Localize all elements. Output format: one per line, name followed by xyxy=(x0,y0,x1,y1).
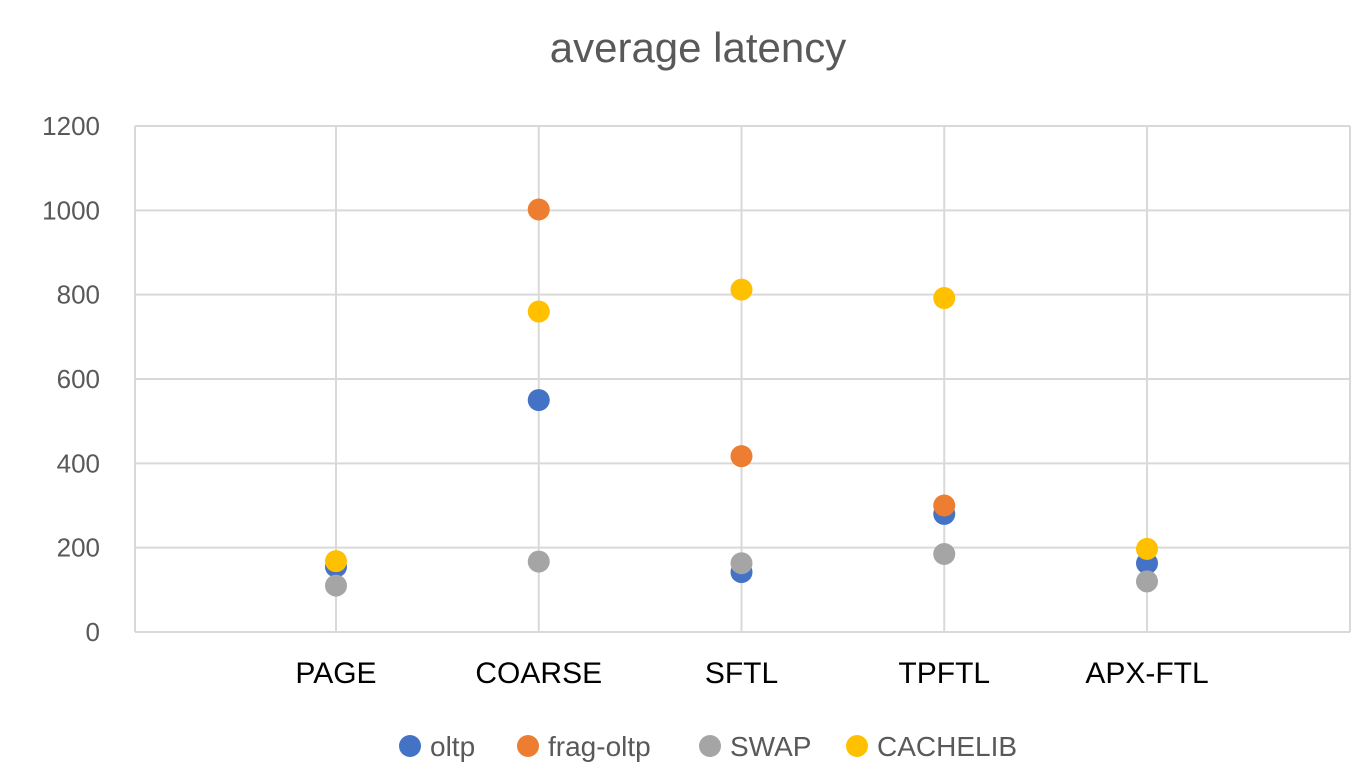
data-point-frag-oltp xyxy=(730,445,753,468)
data-point-swap xyxy=(527,550,550,573)
data-point-swap xyxy=(1136,570,1158,593)
y-tick-label: 1200 xyxy=(42,111,100,141)
data-points xyxy=(325,198,1158,597)
x-tick-label: TPFTL xyxy=(898,657,990,690)
y-tick-label: 600 xyxy=(57,364,100,394)
data-point-frag-oltp xyxy=(933,494,956,517)
legend-label: frag-oltp xyxy=(548,731,651,762)
x-axis-ticks: PAGE COARSE SFTL TPFTL APX-FTL xyxy=(295,657,1208,690)
legend: oltp frag-oltp SWAP CACHELIB xyxy=(399,731,1017,762)
data-point-cachelib xyxy=(933,287,956,310)
data-point-oltp xyxy=(527,389,550,412)
y-tick-label: 1000 xyxy=(42,195,100,225)
data-point-swap xyxy=(325,574,347,597)
x-tick-label: APX-FTL xyxy=(1085,657,1208,690)
legend-label: SWAP xyxy=(730,731,811,762)
legend-marker xyxy=(399,735,421,757)
y-tick-label: 400 xyxy=(57,448,100,478)
chart-title: average latency xyxy=(550,24,847,71)
data-point-cachelib xyxy=(730,278,753,301)
data-point-cachelib xyxy=(527,300,550,323)
data-point-cachelib xyxy=(325,550,347,573)
y-tick-label: 800 xyxy=(57,280,100,310)
y-axis-ticks: 0 200 400 600 800 1000 1200 xyxy=(42,111,100,647)
data-point-cachelib xyxy=(1136,537,1158,560)
legend-marker xyxy=(517,735,539,757)
x-tick-label: PAGE xyxy=(295,657,376,690)
y-tick-label: 200 xyxy=(57,533,100,563)
data-point-frag-oltp xyxy=(527,198,550,221)
y-tick-label: 0 xyxy=(86,617,100,647)
legend-marker xyxy=(699,735,721,757)
data-point-swap xyxy=(730,552,753,575)
legend-label: CACHELIB xyxy=(877,731,1017,762)
legend-label: oltp xyxy=(430,731,475,762)
data-point-swap xyxy=(933,542,956,565)
legend-marker xyxy=(846,735,868,757)
x-tick-label: COARSE xyxy=(475,657,602,690)
x-tick-label: SFTL xyxy=(705,657,778,690)
